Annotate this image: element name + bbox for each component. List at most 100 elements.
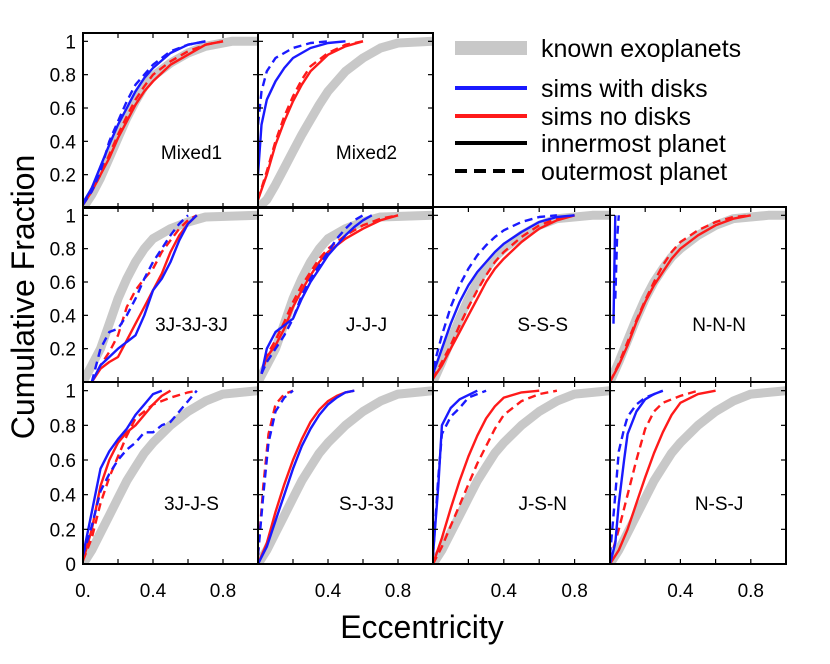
x-tick-label: 0.8: [738, 581, 764, 602]
nodisk-outermost-curve: [433, 389, 558, 564]
y-tick-label: 0.2: [50, 340, 76, 361]
panel-3j-3j-3j: [83, 210, 258, 382]
disk-innermost-curve: [83, 389, 163, 556]
y-tick-label: 0.4: [50, 132, 77, 153]
panel-frame: [82, 381, 259, 565]
legend-sims-with-disks: sims with disks: [455, 75, 708, 103]
disk-outermost-curve: [433, 214, 558, 370]
known-exoplanets-curve: [258, 36, 433, 208]
disk-outermost-curve: [610, 389, 664, 556]
x-tick-label: 0.4: [315, 581, 342, 602]
nodisk-outermost-curve: [83, 389, 198, 561]
y-tick-label: 1: [65, 382, 76, 403]
known-exoplanets-curve: [83, 386, 258, 564]
disk-innermost-curve: [612, 215, 617, 324]
disk-outermost-curve: [258, 389, 294, 556]
known-exoplanets-curve: [610, 210, 786, 382]
panel-j-s-n: [433, 386, 610, 564]
legend-label: sims no disks: [541, 103, 691, 131]
nodisk-outermost-curve: [260, 214, 399, 375]
legend-label: outermost planet: [541, 158, 727, 186]
legend-label: sims with disks: [541, 75, 708, 103]
panel-label: J-J-J: [346, 315, 387, 336]
nodisk-outermost-curve: [610, 389, 699, 561]
panel-label: N-N-N: [692, 315, 746, 336]
disk-innermost-curve: [433, 214, 575, 375]
panel-label: 3J-3J-3J: [155, 315, 228, 336]
disk-innermost-curve: [258, 40, 346, 175]
x-tick-label: 0.4: [667, 581, 694, 602]
disk-outermost-curve: [83, 389, 198, 556]
y-axis-title: Cumulative Fraction: [5, 155, 41, 440]
panel-label: Mixed1: [161, 143, 222, 164]
y-tick-label: 0.2: [50, 520, 76, 541]
disk-innermost-curve: [90, 214, 198, 382]
disk-innermost-curve: [610, 389, 664, 564]
panel-3j-j-s: [83, 386, 258, 564]
legend-known-exoplanets: known exoplanets: [455, 35, 741, 63]
nodisk-innermost-curve: [258, 40, 364, 201]
y-tick-label: 0.8: [50, 66, 76, 87]
x-tick-label: 0.8: [385, 581, 411, 602]
y-tick-label: 0.6: [50, 451, 76, 472]
nodisk-innermost-curve: [433, 389, 540, 564]
legend-sims-no-disks: sims no disks: [455, 103, 691, 131]
panel-label: S-S-S: [517, 315, 568, 336]
disk-innermost-curve: [433, 389, 478, 556]
disk-innermost-curve: [260, 214, 373, 374]
known-exoplanets-curve: [258, 386, 433, 564]
y-tick-label: 0.6: [50, 273, 76, 294]
panel-label: 3J-J-S: [164, 494, 219, 515]
y-tick-label: 0.4: [50, 306, 77, 327]
panel-n-s-j: [610, 386, 786, 564]
disk-innermost-curve: [258, 389, 355, 564]
panel-s-j-3j: [258, 386, 433, 564]
nodisk-innermost-curve: [258, 389, 355, 564]
x-tick-label: 0.: [75, 581, 91, 602]
panel-mixed1: [83, 36, 258, 208]
x-tick-label: 0.4: [491, 581, 518, 602]
panel-frame: [432, 381, 611, 565]
known-exoplanets-curve: [433, 386, 610, 564]
nodisk-innermost-curve: [90, 214, 198, 382]
known-exoplanets-curve: [258, 210, 433, 382]
nodisk-outermost-curve: [610, 214, 751, 382]
y-tick-label: 1: [65, 32, 76, 53]
known-exoplanets-curve: [433, 210, 610, 382]
disk-outermost-curve: [260, 214, 364, 375]
nodisk-innermost-curve: [433, 214, 575, 380]
disk-outermost-curve: [90, 214, 189, 382]
panel-frame: [609, 381, 787, 565]
x-tick-label: 0.8: [561, 581, 587, 602]
nodisk-innermost-curve: [260, 214, 399, 375]
legend-label: innermost planet: [541, 130, 726, 158]
panel-label: J-S-N: [518, 494, 567, 515]
nodisk-innermost-curve: [610, 389, 716, 564]
nodisk-outermost-curve: [433, 214, 575, 380]
panel-n-n-n: [610, 210, 786, 382]
nodisk-outermost-curve: [83, 40, 224, 206]
x-tick-label: 0.4: [140, 581, 167, 602]
disk-outermost-curve: [614, 215, 620, 299]
nodisk-innermost-curve: [83, 40, 224, 206]
x-tick-label: 0.8: [210, 581, 236, 602]
panel-s-s-s: [433, 210, 610, 382]
panel-frame: [257, 381, 434, 565]
disk-innermost-curve: [83, 40, 206, 204]
legend-innermost-planet: innermost planet: [455, 130, 726, 158]
disk-outermost-curve: [83, 40, 206, 206]
x-axis-title: Eccentricity: [340, 609, 504, 645]
panel-j-j-j: [258, 210, 433, 382]
known-exoplanets-curve: [83, 210, 258, 382]
y-tick-label: 0: [65, 555, 76, 576]
y-tick-label: 1: [65, 206, 76, 227]
y-tick-label: 0.8: [50, 416, 76, 437]
nodisk-innermost-curve: [610, 214, 752, 382]
panel-label: Mixed2: [336, 143, 397, 164]
known-exoplanets-curve: [610, 386, 786, 564]
legend-outermost-planet: outermost planet: [455, 158, 727, 186]
y-tick-label: 0.4: [50, 486, 77, 507]
disk-outermost-curve: [258, 40, 329, 125]
nodisk-outermost-curve: [90, 214, 198, 382]
